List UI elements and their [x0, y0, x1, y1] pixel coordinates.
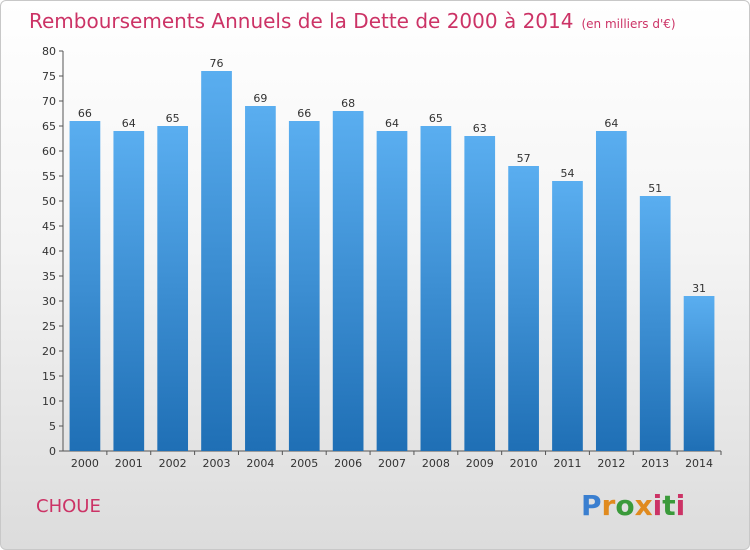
logo-letter: P	[581, 489, 602, 522]
x-tick-label-2013: 2013	[641, 457, 669, 470]
x-tick-label-2002: 2002	[159, 457, 187, 470]
y-tick-label: 40	[42, 245, 56, 258]
x-tick-label-2001: 2001	[115, 457, 143, 470]
bar-2008	[420, 126, 452, 451]
x-tick-label-2006: 2006	[334, 457, 362, 470]
logo-letter: x	[634, 489, 653, 522]
logo-letter: t	[662, 489, 676, 522]
y-tick-label: 60	[42, 145, 56, 158]
y-tick-label: 0	[49, 445, 56, 458]
y-tick-label: 75	[42, 70, 56, 83]
y-tick-label: 15	[42, 370, 56, 383]
chart-bars	[69, 71, 715, 451]
y-tick-label: 70	[42, 95, 56, 108]
logo-letter: i	[652, 489, 663, 522]
x-tick-label-2012: 2012	[597, 457, 625, 470]
x-tick-label-2009: 2009	[466, 457, 494, 470]
chart-title: Remboursements Annuels de la Dette de 20…	[29, 9, 676, 33]
bar-2010	[508, 166, 539, 451]
bar-2004	[245, 106, 276, 451]
y-tick-label: 20	[42, 345, 56, 358]
data-label-2013: 51	[648, 182, 662, 195]
x-tick-label-2010: 2010	[510, 457, 538, 470]
bar-2012	[595, 131, 627, 451]
data-label-2012: 64	[604, 117, 618, 130]
y-tick-label: 25	[42, 320, 56, 333]
logo-letter: o	[615, 489, 635, 522]
y-tick-label: 55	[42, 170, 56, 183]
bar-2011	[552, 181, 583, 451]
x-tick-label-2005: 2005	[290, 457, 318, 470]
data-label-2011: 54	[560, 167, 574, 180]
data-label-2010: 57	[517, 152, 531, 165]
data-label-2014: 31	[692, 282, 706, 295]
x-tick-label-2007: 2007	[378, 457, 406, 470]
data-label-2005: 66	[297, 107, 311, 120]
bar-2014	[683, 296, 715, 451]
y-tick-label: 35	[42, 270, 56, 283]
y-tick-label: 45	[42, 220, 56, 233]
x-tick-label-2004: 2004	[246, 457, 274, 470]
x-tick-label-2000: 2000	[71, 457, 99, 470]
bar-2013	[639, 196, 671, 451]
data-label-2002: 65	[166, 112, 180, 125]
logo-letter: r	[601, 489, 616, 522]
x-tick-label-2008: 2008	[422, 457, 450, 470]
bar-2003	[201, 71, 232, 451]
x-tick-label-2014: 2014	[685, 457, 713, 470]
data-label-2000: 66	[78, 107, 92, 120]
x-tick-label-2011: 2011	[553, 457, 581, 470]
bar-2000	[69, 121, 101, 451]
data-label-2007: 64	[385, 117, 399, 130]
data-label-2006: 68	[341, 97, 355, 110]
commune-name: CHOUE	[36, 496, 101, 517]
y-tick-label: 5	[49, 420, 56, 433]
logo-letter: i	[675, 489, 686, 522]
data-label-2001: 64	[122, 117, 136, 130]
data-label-2003: 76	[210, 57, 224, 70]
y-tick-label: 80	[42, 45, 56, 58]
x-tick-label-2003: 2003	[203, 457, 231, 470]
data-label-2004: 69	[253, 92, 267, 105]
y-tick-label: 65	[42, 120, 56, 133]
y-tick-label: 50	[42, 195, 56, 208]
data-label-2009: 63	[473, 122, 487, 135]
chart-unit: (en milliers d'€)	[581, 17, 676, 31]
bar-2002	[157, 126, 189, 451]
y-tick-label: 30	[42, 295, 56, 308]
proxiti-logo: Proxiti	[581, 489, 685, 522]
bar-2001	[113, 131, 145, 451]
chart-title-text: Remboursements Annuels de la Dette de 20…	[29, 9, 574, 33]
bar-2006	[332, 111, 364, 451]
bar-2005	[288, 121, 320, 451]
chart-axes: 0 5 10 15 20 25 30 35 40 45 50 55 60 65 70 75 80 2000 2001…	[42, 45, 722, 470]
y-tick-label: 10	[42, 395, 56, 408]
bar-2007	[376, 131, 408, 451]
bar-2009	[464, 136, 496, 451]
chart-data-labels: 66 64 65 76 69 66 68 64 65 63 57 54 64 51 31	[78, 57, 706, 295]
data-label-2008: 65	[429, 112, 443, 125]
